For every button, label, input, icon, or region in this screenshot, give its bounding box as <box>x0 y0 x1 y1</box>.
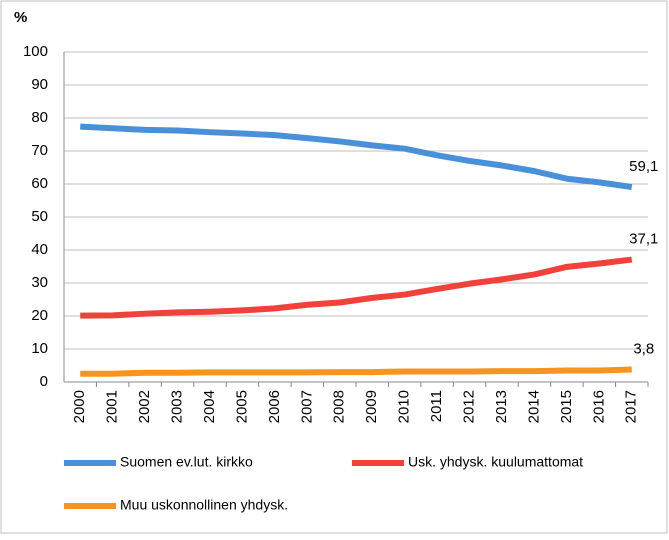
x-tick-label: 2002 <box>136 390 153 423</box>
x-tick-label: 2003 <box>169 390 186 423</box>
line-series <box>80 123 633 190</box>
x-tick-label: 2001 <box>104 390 121 423</box>
y-tick-label: 60 <box>31 175 48 192</box>
x-tick-label: 2016 <box>590 390 607 423</box>
x-tick-label: 2004 <box>201 390 218 423</box>
y-tick-label: 80 <box>31 109 48 126</box>
legend-label: Usk. yhdysk. kuulumattomat <box>408 454 583 470</box>
y-tick-label: 100 <box>23 43 48 60</box>
y-tick-label: 30 <box>31 274 48 291</box>
y-tick-label: 20 <box>31 307 48 324</box>
data-label: 59,1 <box>629 158 658 175</box>
y-tick-label: 0 <box>40 373 48 390</box>
x-tick-label: 2009 <box>363 390 380 423</box>
line-series <box>80 366 632 377</box>
y-axis-label: % <box>14 9 27 26</box>
y-tick-label: 10 <box>31 340 48 357</box>
x-tick-label: 2008 <box>331 390 348 423</box>
legend-label: Muu uskonnollinen yhdysk. <box>120 497 288 513</box>
legend-label: Suomen ev.lut. kirkko <box>120 454 253 470</box>
x-tick-label: 2000 <box>71 390 88 423</box>
x-tick-label: 2011 <box>428 390 445 422</box>
x-tick-label: 2012 <box>461 390 478 423</box>
x-tick-label: 2017 <box>623 390 640 423</box>
data-label: 3,8 <box>633 340 654 357</box>
x-tick-label: 2007 <box>298 390 315 423</box>
x-tick-label: 2010 <box>396 390 413 423</box>
y-tick-label: 90 <box>31 76 48 93</box>
y-tick-label: 70 <box>31 142 48 159</box>
y-tick-label: 40 <box>31 241 48 258</box>
x-tick-label: 2006 <box>266 390 283 423</box>
x-tick-label: 2005 <box>233 390 250 423</box>
x-tick-label: 2015 <box>558 390 575 423</box>
x-tick-label: 2014 <box>525 390 542 423</box>
data-label: 37,1 <box>629 231 658 248</box>
y-tick-label: 50 <box>31 208 48 225</box>
line-series <box>80 256 633 319</box>
x-tick-label: 2013 <box>493 390 510 423</box>
